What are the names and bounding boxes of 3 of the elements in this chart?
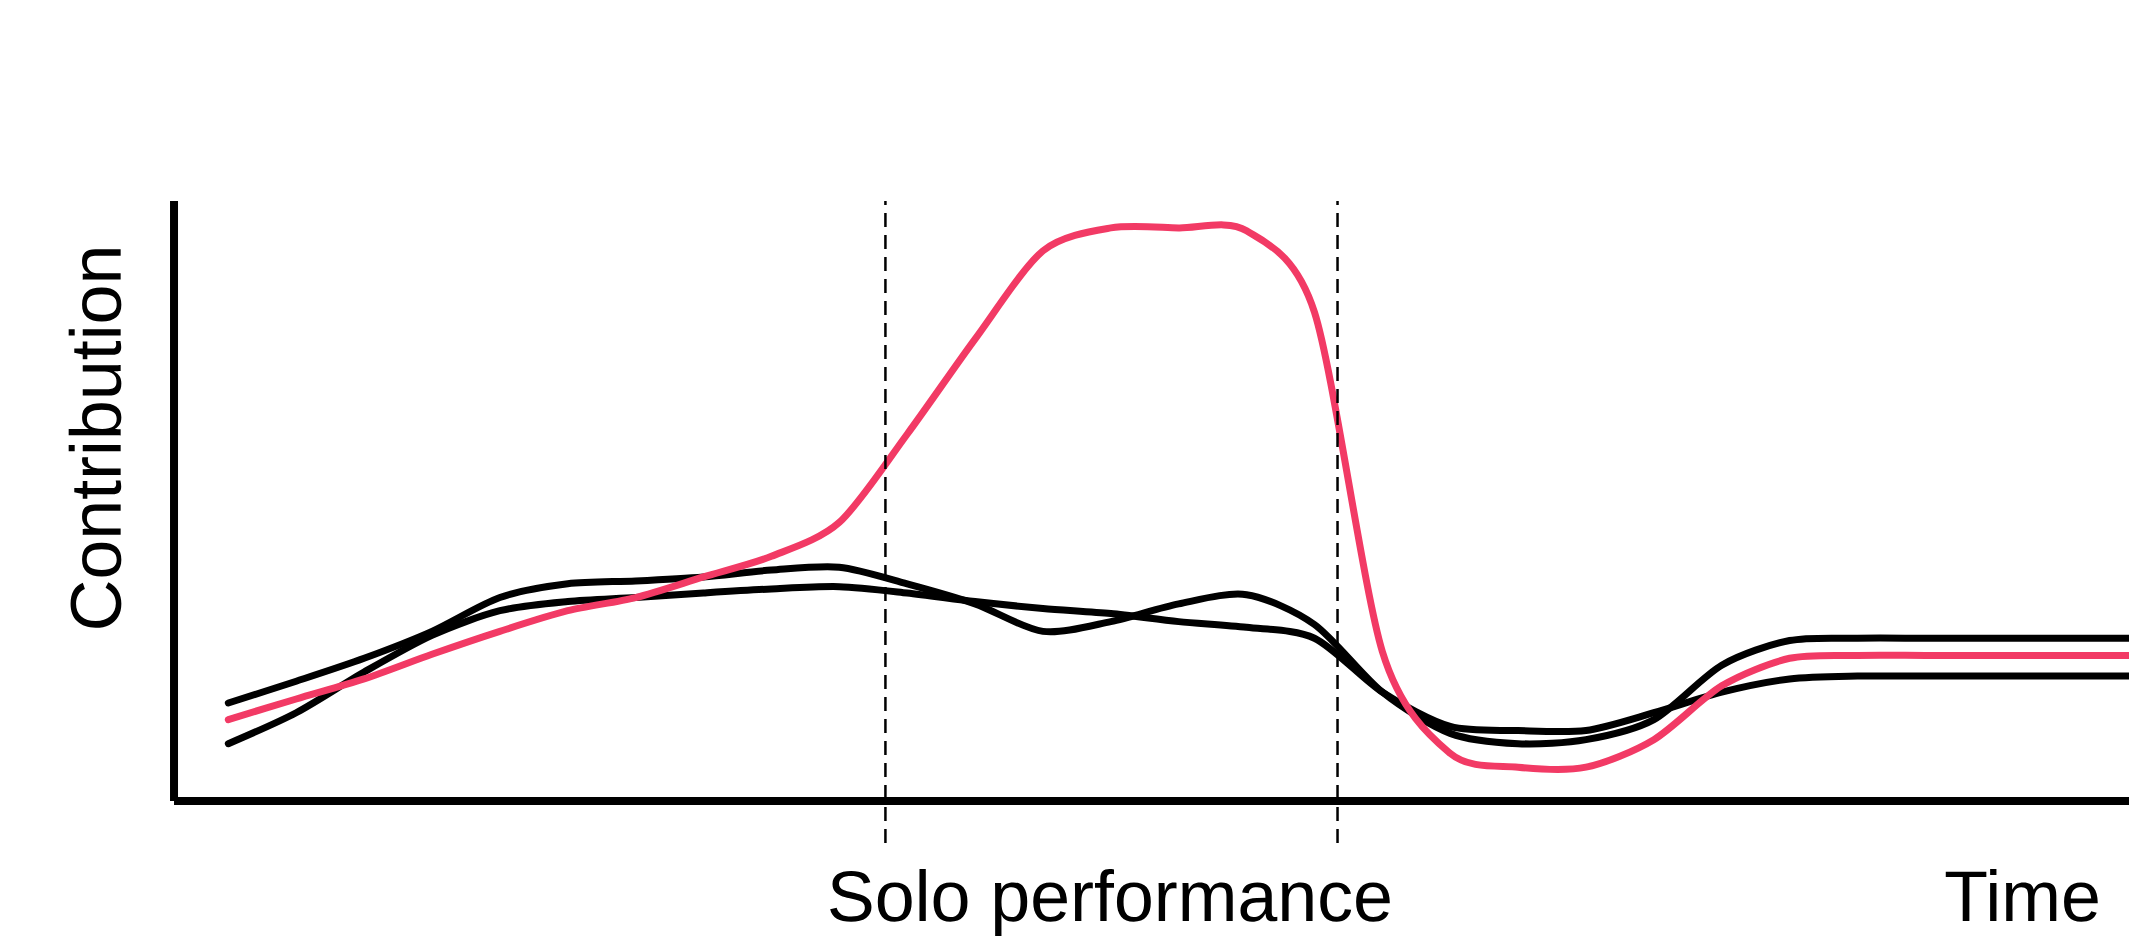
- x-axis-title: Time: [1945, 869, 2098, 922]
- text: Solo performance: [830, 869, 1390, 936]
- y-axis-title: Contribution: [68, 249, 122, 628]
